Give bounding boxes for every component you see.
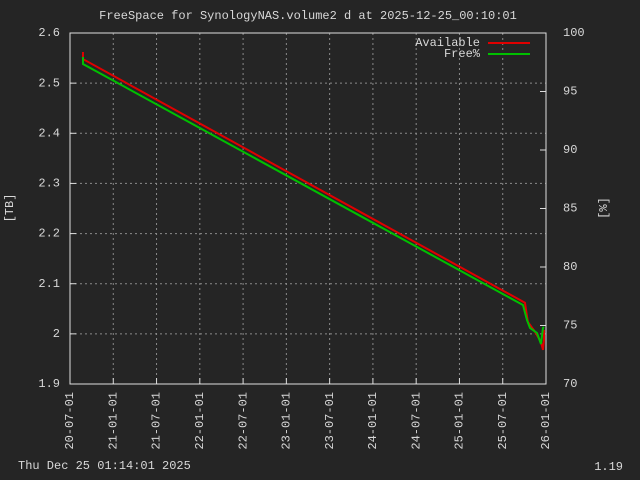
x-tick-label: 20-07-01 <box>63 392 77 450</box>
y-tick-label: 2.2 <box>38 227 60 241</box>
x-tick-label: 25-01-01 <box>453 392 467 450</box>
chart-title: FreeSpace for SynologyNAS.volume2 d at 2… <box>99 9 517 23</box>
x-tick-label: 24-07-01 <box>409 392 423 450</box>
y-tick-label: 2.6 <box>38 26 60 40</box>
y-tick-label: 2.3 <box>38 177 60 191</box>
y-tick-label: 2.5 <box>38 76 60 90</box>
y-tick-label: 2 <box>53 327 60 341</box>
x-tick-label: 21-01-01 <box>106 392 120 450</box>
x-tick-label: 21-07-01 <box>150 392 164 450</box>
legend-label: Free% <box>444 47 481 61</box>
y-tick-label: 1.9 <box>38 377 60 391</box>
y2-tick-label: 80 <box>563 260 577 274</box>
x-tick-label: 23-07-01 <box>323 392 337 450</box>
y-axis-label: [TB] <box>3 194 17 223</box>
y2-tick-label: 70 <box>563 377 577 391</box>
y2-tick-label: 100 <box>563 26 585 40</box>
y-tick-label: 2.1 <box>38 277 60 291</box>
x-tick-label: 22-07-01 <box>236 392 250 450</box>
legend-label: Available <box>415 36 480 50</box>
y2-tick-label: 90 <box>563 143 577 157</box>
x-tick-label: 23-01-01 <box>280 392 294 450</box>
x-tick-label: 22-01-01 <box>193 392 207 450</box>
y2-axis-label: [%] <box>597 197 611 219</box>
footer-version: 1.19 <box>594 460 623 474</box>
plot-border <box>69 32 547 385</box>
data-line <box>81 56 545 345</box>
y2-tick-label: 85 <box>563 202 577 216</box>
y2-tick-label: 75 <box>563 319 577 333</box>
x-tick-label: 25-07-01 <box>496 392 510 450</box>
y2-tick-label: 95 <box>563 85 577 99</box>
footer-timestamp: Thu Dec 25 01:14:01 2025 <box>18 459 191 473</box>
x-tick-label: 26-01-01 <box>539 392 553 450</box>
x-tick-label: 24-01-01 <box>366 392 380 450</box>
y-tick-label: 2.4 <box>38 126 60 140</box>
